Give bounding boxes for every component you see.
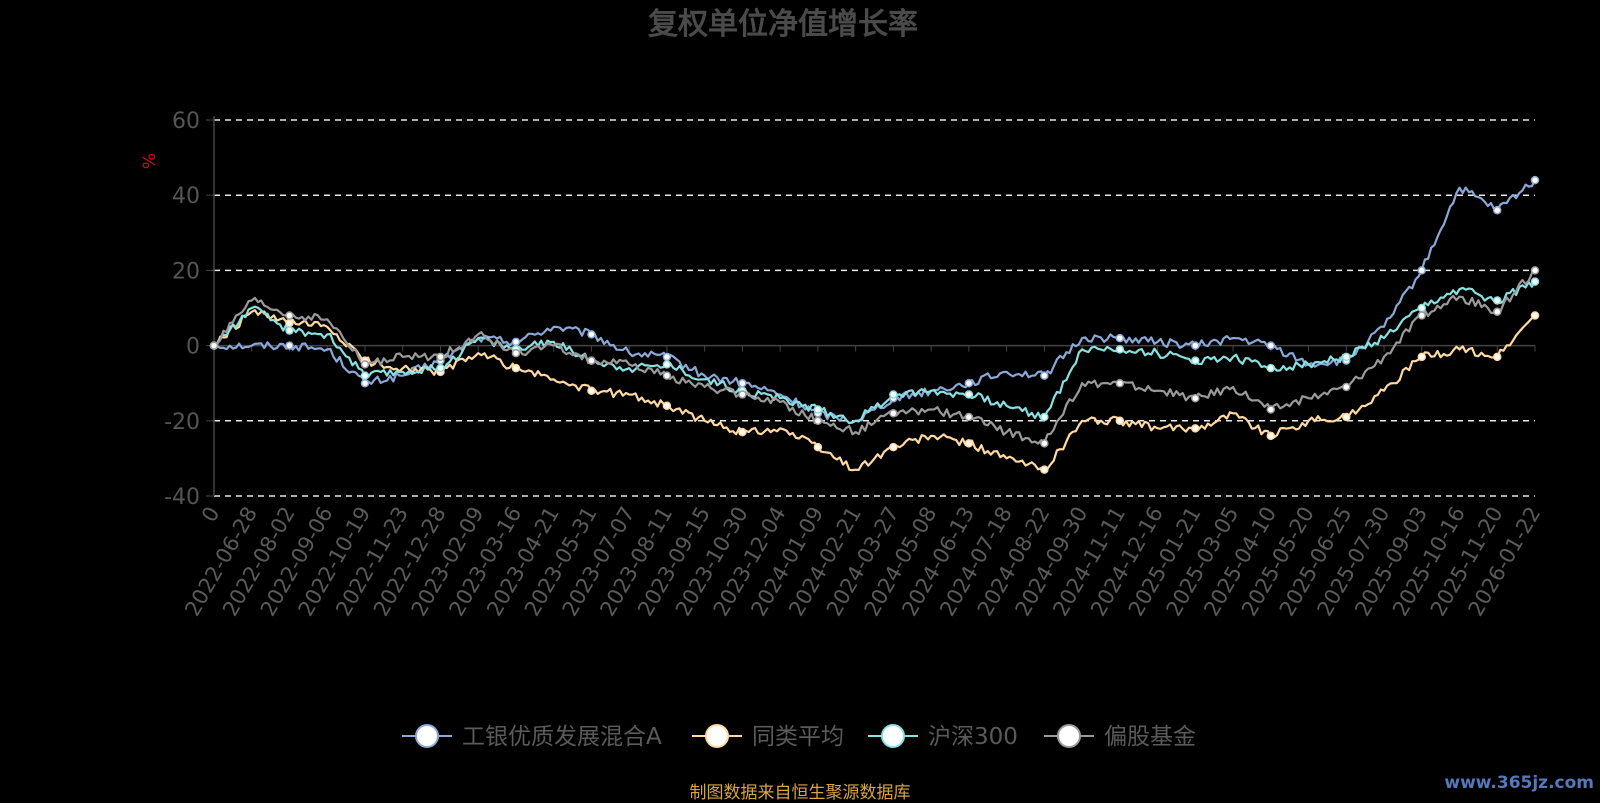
y-tick-label: 40 xyxy=(172,184,200,209)
data-point xyxy=(1417,303,1427,313)
data-point xyxy=(964,390,974,399)
data-point xyxy=(587,356,596,365)
data-point xyxy=(964,412,974,422)
data-point xyxy=(964,378,974,388)
data-point xyxy=(209,341,219,350)
legend-label: 同类平均 xyxy=(752,724,844,750)
data-point xyxy=(511,348,521,358)
data-point xyxy=(1191,356,1200,365)
legend-label: 沪深300 xyxy=(928,724,1018,750)
y-tick-label: -20 xyxy=(164,410,200,435)
data-point xyxy=(285,326,294,335)
data-point xyxy=(1040,412,1049,422)
data-point xyxy=(1493,352,1502,362)
y-tick-label: 60 xyxy=(172,109,200,134)
data-point xyxy=(360,371,370,380)
data-point xyxy=(1493,296,1502,305)
data-point xyxy=(511,337,521,347)
y-tick-label: 0 xyxy=(186,335,200,360)
data-point xyxy=(1417,352,1427,362)
data-point xyxy=(813,416,823,426)
data-point xyxy=(1530,311,1540,320)
legend-item[interactable]: 同类平均 xyxy=(692,724,844,750)
legend-marker-icon xyxy=(415,724,439,748)
data-point xyxy=(285,318,294,328)
data-point xyxy=(662,401,672,411)
legend-item[interactable]: 沪深300 xyxy=(868,724,1018,750)
data-point xyxy=(889,442,898,452)
data-point xyxy=(1266,405,1276,414)
legend-item[interactable]: 偏股基金 xyxy=(1044,724,1196,750)
watermark: www.365jz.com xyxy=(1444,773,1594,793)
data-point xyxy=(285,311,294,320)
data-point xyxy=(813,405,823,414)
data-point xyxy=(436,352,445,362)
legend-item[interactable]: 工银优质发展混合A xyxy=(402,724,662,750)
data-point xyxy=(1115,345,1125,354)
data-point xyxy=(511,363,521,373)
data-point xyxy=(738,390,747,399)
legend[interactable]: 工银优质发展混合A 同类平均 沪深300 偏股基金 xyxy=(402,724,1196,750)
data-point xyxy=(1493,307,1502,317)
data-point xyxy=(889,390,898,399)
data-point xyxy=(1342,352,1351,362)
data-point xyxy=(1191,393,1200,403)
data-point xyxy=(1266,363,1276,373)
series-line xyxy=(213,179,1536,425)
data-point xyxy=(1040,465,1049,474)
chart-title: 复权单位净值增长率 xyxy=(648,7,918,42)
data-point xyxy=(662,371,672,380)
data-point xyxy=(1266,341,1276,350)
data-point xyxy=(1417,311,1427,320)
legend-marker-icon xyxy=(881,724,905,748)
legend-marker-icon xyxy=(705,724,729,748)
series-line xyxy=(213,309,1536,472)
data-point xyxy=(964,439,974,448)
data-point xyxy=(1530,277,1540,286)
y-axis-unit: % xyxy=(140,153,160,169)
data-point xyxy=(1530,175,1540,185)
data-point xyxy=(662,352,672,362)
y-tick-label: -40 xyxy=(164,485,200,510)
data-point xyxy=(1115,416,1125,426)
data-point xyxy=(1530,266,1540,275)
x-tick-labels: 02022-06-282022-08-022022-09-062022-10-1… xyxy=(180,503,1545,621)
data-point xyxy=(436,363,445,373)
data-point xyxy=(1266,431,1276,441)
source-note: 制图数据来自恒生聚源数据库 xyxy=(689,783,911,803)
data-point xyxy=(813,442,823,452)
data-point xyxy=(738,378,747,388)
data-point xyxy=(889,409,898,418)
grid-lines xyxy=(214,119,1535,497)
data-point xyxy=(1040,439,1049,448)
data-point xyxy=(1417,266,1427,275)
data-point xyxy=(360,360,370,369)
data-point xyxy=(1191,341,1200,350)
data-point xyxy=(587,386,596,395)
data-point xyxy=(1342,412,1351,422)
data-point xyxy=(1115,378,1125,388)
data-point xyxy=(1040,371,1049,380)
series-lines xyxy=(209,175,1540,474)
data-point xyxy=(360,378,370,388)
data-point xyxy=(1115,333,1125,343)
legend-marker-icon xyxy=(1057,724,1081,748)
axes xyxy=(206,116,1536,497)
legend-label: 偏股基金 xyxy=(1104,724,1196,750)
data-point xyxy=(1342,382,1351,392)
series-line xyxy=(213,280,1536,424)
y-tick-label: 20 xyxy=(172,259,200,284)
x-tick-label: 0 xyxy=(197,503,224,527)
legend-label: 工银优质发展混合A xyxy=(462,724,662,750)
data-point xyxy=(587,330,596,339)
data-point xyxy=(662,360,672,369)
data-point xyxy=(1191,424,1200,433)
y-tick-labels: 60 40 20 0 -20 -40 xyxy=(164,109,200,510)
series-line xyxy=(213,269,1536,445)
data-point xyxy=(738,427,747,437)
data-point xyxy=(285,341,294,350)
data-point xyxy=(1493,205,1502,215)
